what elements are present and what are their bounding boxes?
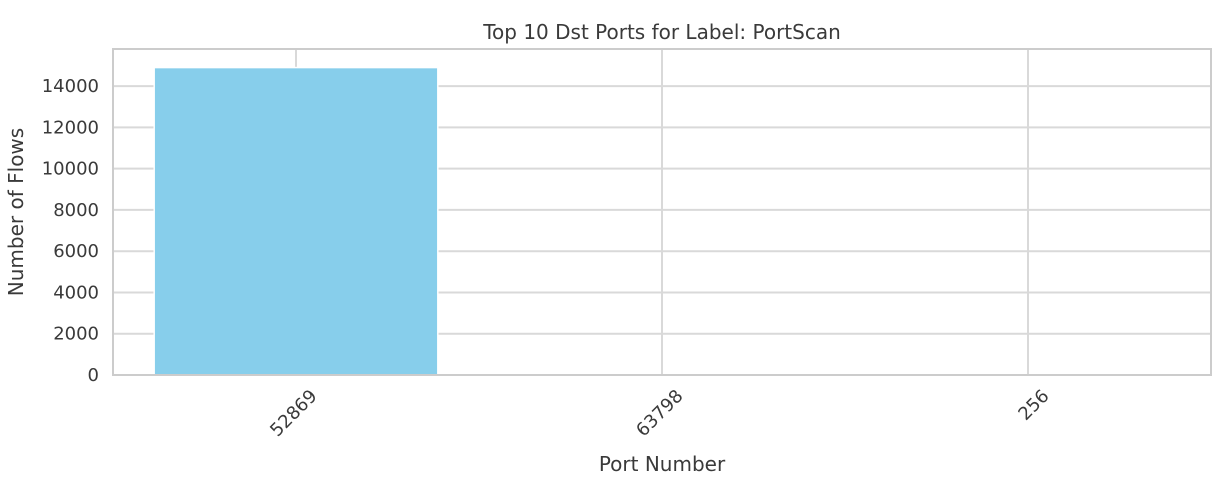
y-tick-label: 12000 bbox=[42, 117, 99, 138]
x-tick-labels: 52869 63798 256 bbox=[266, 386, 1053, 441]
y-tick-labels: 0 2000 4000 6000 8000 10000 12000 14000 bbox=[42, 76, 99, 386]
x-tick-label: 63798 bbox=[632, 386, 687, 441]
y-tick-label: 14000 bbox=[42, 76, 99, 97]
bar-52869 bbox=[154, 68, 438, 375]
y-tick-label: 0 bbox=[88, 365, 99, 386]
y-tick-label: 2000 bbox=[53, 324, 99, 345]
chart-title: Top 10 Dst Ports for Label: PortScan bbox=[482, 20, 841, 44]
x-axis-label: Port Number bbox=[599, 452, 726, 476]
x-tick-label: 256 bbox=[1014, 386, 1053, 425]
x-tick-label: 52869 bbox=[266, 386, 321, 441]
y-tick-label: 10000 bbox=[42, 159, 99, 180]
y-tick-label: 6000 bbox=[53, 241, 99, 262]
y-tick-label: 8000 bbox=[53, 200, 99, 221]
y-axis-label: Number of Flows bbox=[4, 128, 28, 296]
y-tick-label: 4000 bbox=[53, 282, 99, 303]
